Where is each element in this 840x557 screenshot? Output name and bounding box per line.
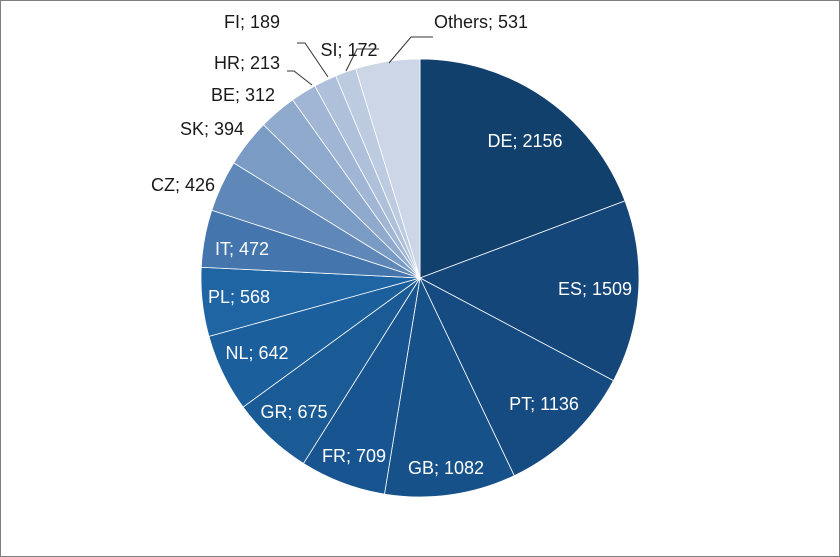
- label-nl: NL; 642: [225, 343, 288, 363]
- pie-slice-es: [419, 200, 640, 382]
- label-be: BE; 312: [211, 85, 275, 105]
- pie-slice-de: [419, 58, 626, 279]
- pie-slices: [200, 58, 640, 498]
- label-sk: SK; 394: [180, 119, 244, 139]
- label-fi: FI; 189: [224, 12, 280, 32]
- data-labels: DE; 2156 ES; 1509 PT; 1136 GB; 1082 FR; …: [151, 12, 632, 478]
- label-hr: HR; 213: [214, 53, 280, 73]
- label-es: ES; 1509: [558, 279, 632, 299]
- label-pl: PL; 568: [208, 287, 270, 307]
- leader-line-si: [345, 48, 379, 72]
- pie-slice-gb: [384, 276, 515, 498]
- label-de: DE; 2156: [487, 131, 562, 151]
- label-gr: GR; 675: [260, 402, 327, 422]
- label-it: IT; 472: [215, 239, 269, 259]
- label-cz: CZ; 426: [151, 175, 215, 195]
- label-pt: PT; 1136: [509, 394, 579, 414]
- label-si: SI; 172: [320, 40, 377, 60]
- leader-lines: [287, 36, 433, 86]
- leader-line-others: [388, 36, 433, 64]
- pie-slice-pt: [419, 277, 614, 477]
- label-fr: FR; 709: [322, 446, 386, 466]
- label-gb: GB; 1082: [408, 458, 484, 478]
- leader-line-hr: [287, 70, 313, 86]
- label-others: Others; 531: [434, 12, 528, 32]
- leader-line-fi: [297, 42, 329, 78]
- pie-slice-others: [355, 58, 421, 279]
